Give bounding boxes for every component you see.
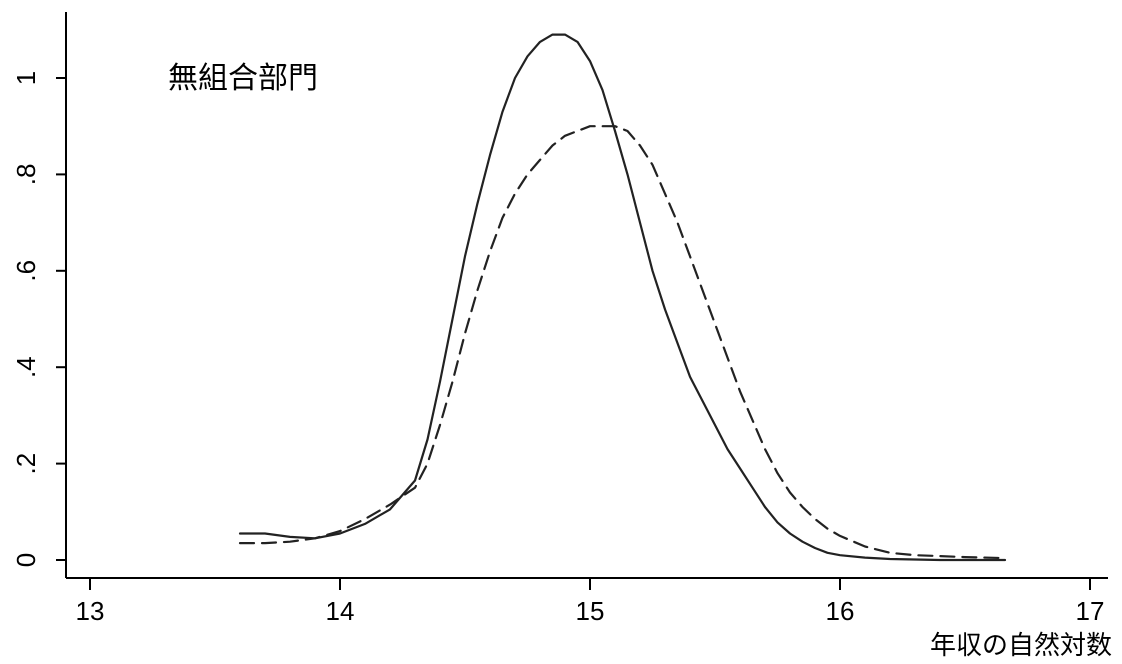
solid-density-line	[238, 33, 1007, 562]
y-tick-label: .8	[11, 164, 41, 186]
dashed-density-line	[238, 125, 1007, 560]
x-tick-label: 14	[326, 596, 355, 626]
y-tick-label: .4	[11, 356, 41, 378]
y-axis: 0 .2 .4 .6 .8 1	[11, 71, 66, 567]
plot-frame	[65, 12, 1108, 579]
chart-annotation-label: 無組合部門	[168, 61, 318, 96]
x-tick-label: 17	[1076, 596, 1105, 626]
y-tick-label: 0	[11, 553, 41, 567]
y-tick-label: .6	[11, 260, 41, 282]
x-tick-label: 15	[576, 596, 605, 626]
x-tick-label: 13	[76, 596, 105, 626]
y-tick-label: .2	[11, 453, 41, 475]
x-tick-label: 16	[826, 596, 855, 626]
y-tick-label: 1	[11, 71, 41, 85]
x-axis: 13 14 15 16 17	[76, 578, 1105, 626]
series-layer	[238, 33, 1007, 562]
x-axis-title: 年収の自然対数	[930, 631, 1112, 661]
